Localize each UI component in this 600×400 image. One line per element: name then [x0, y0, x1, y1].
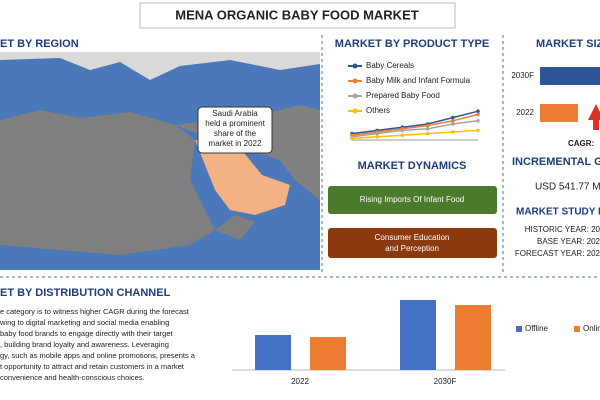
legend-swatch — [352, 108, 358, 114]
section-heading: MARKET BY PRODUCT TYPE — [335, 38, 489, 50]
point — [425, 131, 430, 136]
line — [351, 113, 479, 136]
bar-label: 2022 — [516, 108, 534, 117]
legend-label: Online — [583, 324, 600, 333]
callout: held a prominent — [205, 119, 265, 128]
bar — [540, 67, 600, 85]
line — [351, 120, 479, 138]
map — [0, 52, 320, 270]
study-line: BASE YEAR: 202 — [537, 237, 600, 246]
study-line: FORECAST YEAR: 202 — [515, 249, 600, 258]
bar-label: 2030F — [511, 71, 534, 80]
point — [476, 128, 480, 133]
callout: market in 2022 — [209, 139, 262, 148]
point — [451, 115, 455, 120]
dynamic-box — [328, 228, 497, 258]
point — [476, 119, 480, 123]
incremental-value: USD 541.77 M — [535, 182, 600, 193]
section-heading: MARKET SIZ — [536, 38, 600, 50]
legend-label: Others — [366, 106, 390, 115]
point — [375, 131, 380, 136]
point — [425, 123, 430, 128]
section-heading: MARKET STUDY P — [516, 207, 600, 218]
bar — [540, 104, 578, 122]
up-arrow — [588, 104, 600, 130]
dynamic-item: and Perception — [385, 244, 439, 253]
section-heading: ET BY DISTRIBUTION CHANNEL — [0, 287, 171, 299]
point — [476, 109, 480, 113]
legend-swatch — [574, 326, 580, 332]
paragraph-line: t opportunity to attract and retain cust… — [0, 362, 185, 371]
dynamic-box — [328, 186, 497, 214]
point — [451, 122, 455, 126]
paragraph-line: wing to digital marketing and social med… — [0, 318, 169, 327]
legend-label: Prepared Baby Food — [366, 91, 440, 100]
section-heading: MARKET DYNAMICS — [358, 160, 467, 172]
bar — [255, 335, 291, 370]
point — [425, 127, 430, 131]
paragraph-line: gy, such as mobile apps and online promo… — [0, 351, 196, 360]
point — [451, 119, 455, 123]
section-heading: INCREMENTAL GRO — [512, 156, 600, 168]
paragraph-line: convenience and health-conscious choices… — [0, 373, 145, 382]
title-box — [139, 2, 456, 29]
point — [476, 112, 480, 117]
cagr: CAGR: — [568, 139, 594, 148]
paragraph-line: , building brand loyalty and awareness. … — [0, 340, 169, 349]
x-tick-label: 2022 — [291, 377, 309, 386]
point — [400, 133, 405, 137]
legend-swatch — [352, 78, 358, 84]
legend-swatch — [516, 326, 522, 332]
line — [351, 129, 479, 140]
bar — [310, 337, 346, 370]
point — [451, 130, 455, 134]
section-heading: ET BY REGION — [0, 38, 79, 50]
callout: Saudi Arabia — [212, 109, 258, 118]
callout-box — [197, 106, 273, 154]
line — [351, 110, 479, 135]
legend-label: Offline — [525, 324, 549, 333]
callout: share of the — [214, 129, 257, 138]
legend-label: Baby Cereals — [366, 61, 414, 70]
x-tick-label: 2030F — [434, 377, 457, 386]
paragraph-line: baby food brands to engage directly with… — [0, 329, 174, 338]
study-line: HISTORIC YEAR: 20 — [525, 225, 600, 234]
point — [400, 128, 405, 133]
dynamic-item: Consumer Education — [375, 233, 450, 242]
legend-label: Baby Milk and Infant Formula — [366, 76, 471, 85]
legend-swatch — [352, 63, 358, 69]
legend-swatch — [352, 93, 358, 99]
point — [375, 135, 380, 139]
point — [350, 136, 354, 141]
bar — [455, 305, 491, 370]
bar — [400, 300, 436, 370]
paragraph-line: e category is to witness higher CAGR dur… — [0, 307, 190, 316]
title: MENA ORGANIC BABY FOOD MARKET — [175, 7, 418, 22]
dynamic-item: Rising Imports Of Infant Food — [360, 195, 465, 204]
